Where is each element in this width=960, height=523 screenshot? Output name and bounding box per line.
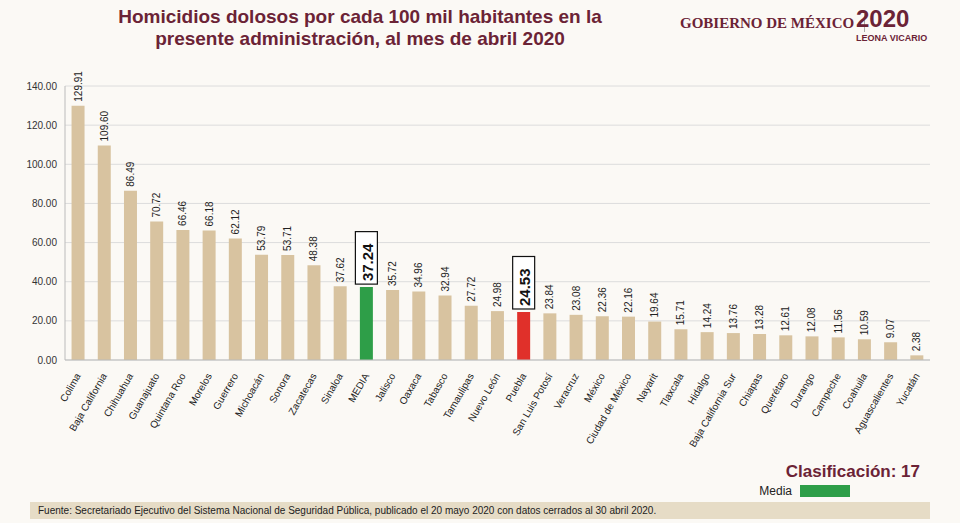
- svg-text:12.08: 12.08: [806, 307, 817, 332]
- svg-text:24.53: 24.53: [516, 268, 533, 306]
- svg-text:14.24: 14.24: [702, 303, 713, 328]
- svg-text:62.12: 62.12: [230, 209, 241, 234]
- svg-text:Baja California: Baja California: [67, 371, 109, 433]
- svg-text:Baja California Sur: Baja California Sur: [687, 371, 739, 449]
- svg-text:66.18: 66.18: [204, 201, 215, 226]
- svg-text:53.71: 53.71: [282, 225, 293, 250]
- svg-text:70.72: 70.72: [151, 192, 162, 217]
- svg-text:109.60: 109.60: [99, 110, 110, 141]
- svg-text:13.76: 13.76: [728, 304, 739, 329]
- html-text:GOBIERNO DE MÉXICO2020: GOBIERNO DE MÉXICO2020: [680, 5, 910, 32]
- svg-text:13.28: 13.28: [754, 305, 765, 330]
- svg-text:129.91: 129.91: [73, 71, 84, 102]
- svg-text:48.38: 48.38: [308, 236, 319, 261]
- svg-text:Jalisco: Jalisco: [373, 371, 398, 403]
- svg-text:Sinaloa: Sinaloa: [319, 371, 345, 406]
- svg-text:22.16: 22.16: [623, 287, 634, 312]
- svg-text:0.00: 0.00: [38, 355, 58, 366]
- html-text:presente administración, al me: presente administración, al mes de abril…: [155, 28, 565, 49]
- svg-text:34.96: 34.96: [413, 262, 424, 287]
- svg-text:Tlaxcala: Tlaxcala: [658, 371, 686, 409]
- svg-text:Chihuahua: Chihuahua: [101, 371, 136, 419]
- svg-text:53.79: 53.79: [256, 225, 267, 250]
- svg-text:Puebla: Puebla: [503, 371, 528, 404]
- svg-text:Sonora: Sonora: [267, 371, 293, 405]
- svg-text:Michoacán: Michoacán: [233, 371, 267, 418]
- svg-text:Colima: Colima: [58, 371, 83, 404]
- svg-text:27.72: 27.72: [466, 276, 477, 301]
- svg-text:12.61: 12.61: [780, 306, 791, 331]
- svg-text:Zacatecas: Zacatecas: [286, 371, 319, 416]
- html-text:Homicidios dolosos por cada 10: Homicidios dolosos por cada 100 mil habi…: [118, 6, 602, 27]
- svg-text:Ciudad de México: Ciudad de México: [584, 371, 634, 446]
- svg-text:37.24: 37.24: [359, 243, 376, 281]
- svg-text:Yucatán: Yucatán: [894, 371, 922, 408]
- svg-text:40.00: 40.00: [32, 276, 57, 287]
- svg-text:Tamaulipas: Tamaulipas: [441, 371, 477, 421]
- svg-text:32.94: 32.94: [440, 266, 451, 291]
- svg-text:20.00: 20.00: [32, 315, 57, 326]
- svg-text:66.46: 66.46: [177, 200, 188, 225]
- svg-text:Tabasco: Tabasco: [422, 371, 450, 409]
- svg-text:2.38: 2.38: [911, 331, 922, 351]
- svg-text:120.00: 120.00: [26, 120, 57, 131]
- svg-text:35.72: 35.72: [387, 261, 398, 286]
- svg-text:Querétaro: Querétaro: [759, 371, 791, 416]
- svg-text:22.36: 22.36: [597, 287, 608, 312]
- svg-text:100.00: 100.00: [26, 159, 57, 170]
- svg-text:Morelos: Morelos: [187, 371, 214, 407]
- svg-text:24.98: 24.98: [492, 282, 503, 307]
- svg-text:15.71: 15.71: [675, 300, 686, 325]
- svg-text:86.49: 86.49: [125, 161, 136, 186]
- svg-text:9.07: 9.07: [885, 318, 896, 338]
- svg-text:Nayarit: Nayarit: [634, 371, 659, 404]
- html-text:LEONA VICARIO: LEONA VICARIO: [856, 33, 928, 43]
- svg-text:37.62: 37.62: [335, 257, 346, 282]
- svg-text:Oaxaca: Oaxaca: [397, 371, 424, 407]
- svg-text:San Luis Potosí: San Luis Potosí: [510, 371, 555, 437]
- svg-text:10.59: 10.59: [859, 310, 870, 335]
- html-text:Fuente: Secretariado Ejecutivo: Fuente: Secretariado Ejecutivo del Siste…: [38, 505, 657, 516]
- svg-text:23.08: 23.08: [571, 285, 582, 310]
- svg-text:80.00: 80.00: [32, 198, 57, 209]
- svg-text:Hidalgo: Hidalgo: [685, 371, 712, 406]
- svg-text:60.00: 60.00: [32, 237, 57, 248]
- svg-text:Guanajuato: Guanajuato: [126, 371, 162, 422]
- svg-text:Guerrero: Guerrero: [211, 371, 241, 412]
- svg-text:Coahuila: Coahuila: [840, 371, 869, 411]
- svg-text:23.84: 23.84: [544, 284, 555, 309]
- svg-text:19.64: 19.64: [649, 292, 660, 317]
- html-text:Media: Media: [759, 484, 792, 498]
- html-text:Clasificación: 17: Clasificación: 17: [785, 462, 920, 481]
- svg-text:MEDIA: MEDIA: [346, 371, 372, 404]
- svg-text:Durango: Durango: [788, 371, 817, 410]
- svg-text:México: México: [582, 371, 608, 404]
- svg-text:Aguascalientes: Aguascalientes: [852, 371, 895, 435]
- svg-text:Chiapas: Chiapas: [737, 371, 765, 408]
- svg-text:Campeche: Campeche: [809, 371, 843, 419]
- svg-text:Quintana Roo: Quintana Roo: [147, 371, 188, 430]
- svg-text:140.00: 140.00: [26, 81, 57, 92]
- svg-text:11.56: 11.56: [833, 309, 844, 334]
- svg-text:Nuevo León: Nuevo León: [466, 371, 502, 423]
- svg-text:Veracruz: Veracruz: [552, 371, 581, 411]
